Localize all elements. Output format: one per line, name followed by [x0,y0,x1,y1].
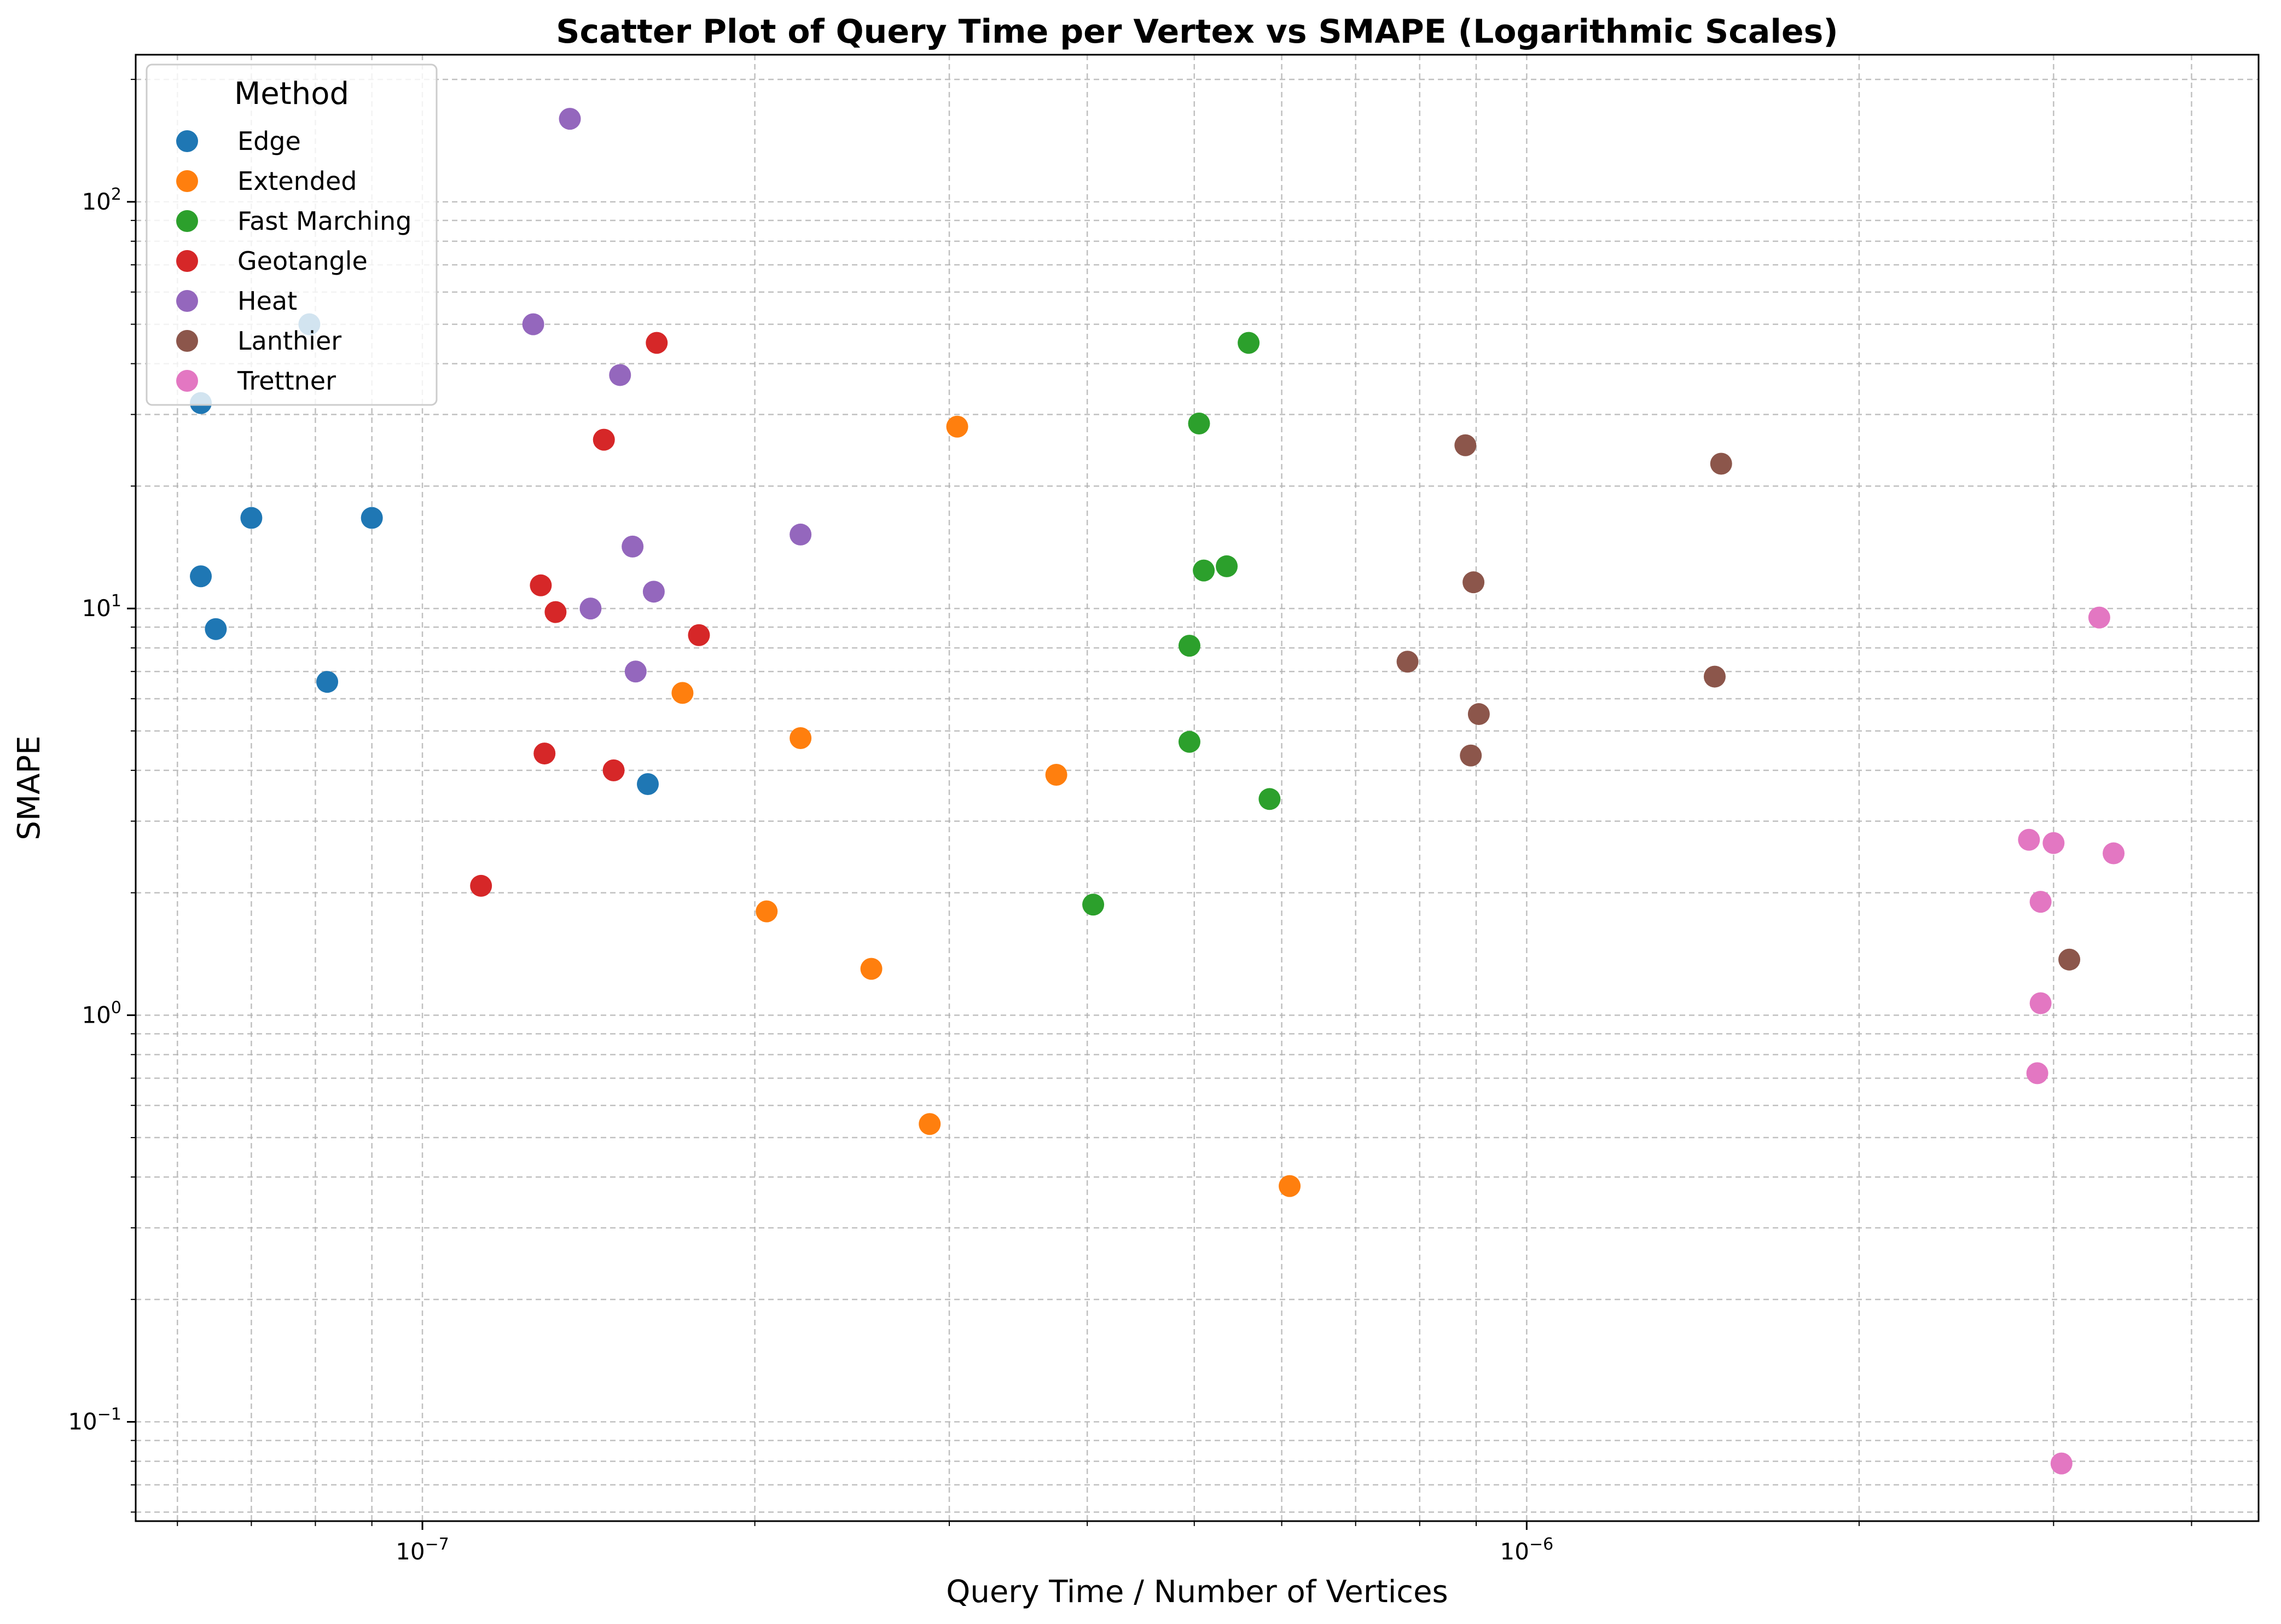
point-geotangle [688,624,710,646]
y-tick-base: 10 [82,595,111,622]
point-trettner [2050,1452,2073,1475]
legend-marker-lanthier [176,330,198,352]
point-fast-marching [1216,555,1238,577]
x-tick-label: 10−7 [396,1535,449,1565]
legend-marker-geotangle [176,250,198,272]
x-tick-exponent: −7 [425,1535,449,1554]
legend-label-edge: Edge [237,126,301,156]
point-fast-marching [1082,894,1105,916]
point-edge [240,507,263,529]
x-axis-label: Query Time / Number of Vertices [946,1574,1448,1610]
point-lanthier [1460,744,1482,767]
y-tick-exponent: 2 [111,185,121,204]
point-extended [1045,764,1067,786]
point-trettner [2029,992,2052,1014]
point-geotangle [470,874,492,897]
legend-marker-heat [176,290,198,312]
x-tick-label: 10−6 [1500,1535,1554,1565]
legend-label-trettner: Trettner [237,366,336,396]
legend-marker-extended [176,170,198,192]
point-fast-marching [1238,332,1260,354]
point-heat [522,313,544,335]
x-tick-base: 10 [396,1538,425,1565]
point-extended [919,1113,941,1135]
legend-label-lanthier: Lanthier [237,326,341,356]
point-fast-marching [1258,788,1281,810]
point-geotangle [530,574,552,596]
y-tick-label: 10−1 [68,1405,121,1435]
point-heat [559,108,581,130]
point-lanthier [1454,434,1477,456]
legend-title: Method [234,76,349,112]
y-axis-label: SMAPE [11,735,47,840]
point-lanthier [1710,453,1732,475]
y-tick-base: 10 [68,1408,97,1435]
point-edge [316,671,339,693]
legend-marker-fast-marching [176,210,198,232]
point-fast-marching [1188,413,1210,435]
point-extended [756,900,778,923]
point-trettner [2088,606,2110,629]
point-heat [624,660,647,683]
point-lanthier [1467,703,1490,726]
chart-title: Scatter Plot of Query Time per Vertex vs… [556,13,1838,51]
legend-label-heat: Heat [237,286,297,316]
y-tick-exponent: 1 [111,591,121,611]
point-heat [609,364,631,386]
point-trettner [2042,832,2065,854]
y-tick-label: 102 [82,185,121,215]
point-extended [946,415,968,438]
y-tick-exponent: 0 [111,998,121,1017]
point-trettner [2029,891,2052,913]
point-extended [860,958,883,980]
legend-marker-trettner [176,370,198,392]
point-trettner [2103,842,2125,865]
point-extended [671,682,694,704]
x-tick-base: 10 [1500,1538,1529,1565]
point-lanthier [2058,948,2081,971]
point-fast-marching [1193,559,1215,582]
legend-box [146,63,438,406]
data-points [190,108,2125,1475]
plot-frame [135,54,2260,1522]
y-tick-base: 10 [82,188,111,215]
point-heat [642,581,665,603]
point-geotangle [544,601,567,623]
y-tick-base: 10 [82,1001,111,1028]
point-geotangle [533,743,556,765]
point-trettner [2018,828,2040,851]
point-extended [790,727,812,749]
point-lanthier [1703,665,1726,688]
y-tick-label: 100 [82,998,121,1028]
point-edge [205,618,227,640]
point-heat [622,535,644,558]
point-geotangle [646,332,668,354]
legend-marker-edge [176,130,198,152]
point-geotangle [602,759,625,781]
y-tick-label: 101 [82,591,121,622]
legend-label-fast-marching: Fast Marching [237,206,411,236]
point-edge [361,507,383,529]
point-lanthier [1396,651,1419,673]
point-edge [190,565,212,588]
point-fast-marching [1178,635,1200,657]
point-extended [1279,1175,1301,1197]
legend: Method Edge Extended Fast Marching Geotangle… [146,63,438,406]
point-fast-marching [1178,730,1200,753]
y-tick-exponent: −1 [97,1405,121,1424]
point-trettner [2026,1062,2048,1084]
legend-label-extended: Extended [237,166,357,196]
point-edge [637,773,659,796]
point-heat [579,598,602,620]
point-geotangle [593,428,615,451]
x-tick-exponent: −6 [1529,1535,1553,1554]
point-lanthier [1462,571,1485,594]
point-heat [790,523,812,546]
legend-label-geotangle: Geotangle [237,246,368,276]
